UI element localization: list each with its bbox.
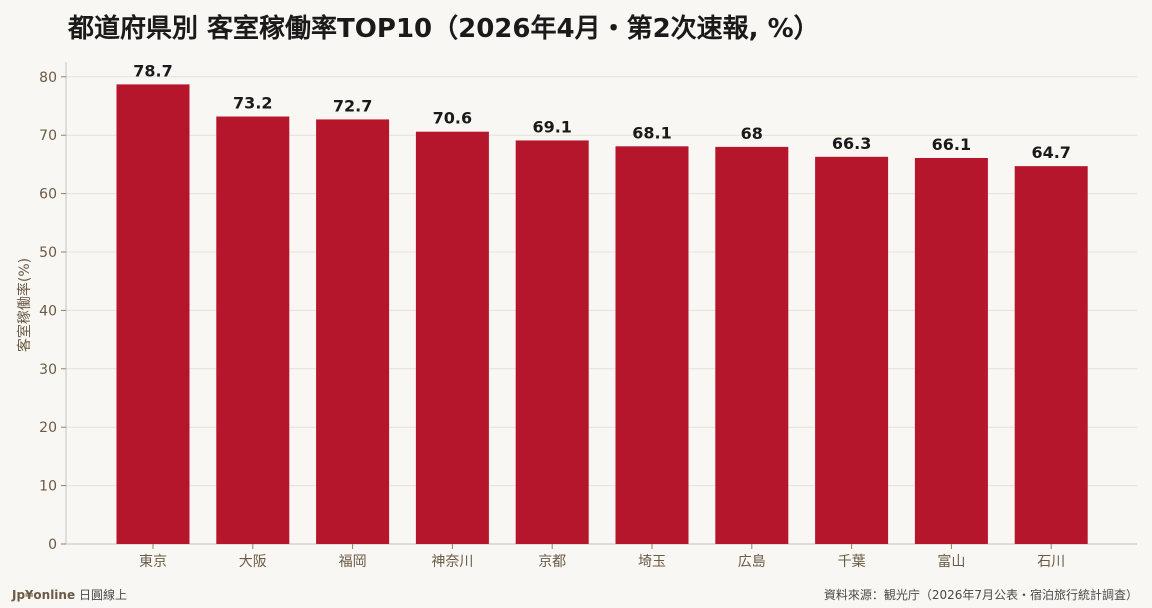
bar <box>815 156 889 545</box>
x-tick-label: 富山 <box>937 553 965 570</box>
x-tick-label: 石川 <box>1037 554 1065 570</box>
value-label: 68.1 <box>632 123 671 142</box>
y-tick-label: 20 <box>39 420 57 436</box>
chart-title: 都道府県別 客室稼働率TOP10（2026年4月・第2次速報, %） <box>68 14 820 44</box>
value-label: 69.1 <box>532 117 571 136</box>
value-label: 72.7 <box>333 96 372 115</box>
bar <box>615 146 689 544</box>
y-tick-label: 50 <box>39 245 57 261</box>
y-tick-label: 70 <box>39 128 57 144</box>
value-label: 64.7 <box>1031 143 1070 162</box>
x-tick-label: 千葉 <box>838 554 866 570</box>
x-tick-label: 東京 <box>139 554 167 570</box>
value-label: 66.3 <box>832 134 871 153</box>
bars <box>116 84 1088 545</box>
y-axis-label: 客室稼働率(%) <box>16 258 33 352</box>
x-tick-label: 福岡 <box>339 554 367 570</box>
brand-name: 日圓線上 <box>78 588 127 602</box>
brand-footer: Jp¥online 日圓線上 <box>12 586 127 603</box>
x-axis: 東京 大阪 福岡 神奈川 京都 埼玉 広島 千葉 富山 石川 <box>139 544 1065 570</box>
bar <box>715 146 789 544</box>
value-labels: 78.7 73.2 72.7 70.6 69.1 68.1 68 66.3 66.1 64.7 <box>133 61 1071 162</box>
value-label: 68 <box>741 124 763 143</box>
bar <box>1014 166 1088 545</box>
source-note: 資料來源：観光庁（2026年7月公表・宿泊旅行統計調査） <box>823 588 1138 602</box>
x-tick-label: 埼玉 <box>638 554 666 570</box>
y-tick-label: 30 <box>39 362 57 378</box>
y-tick-label: 10 <box>39 479 57 495</box>
value-label: 78.7 <box>133 61 172 80</box>
x-tick-label: 広島 <box>738 554 766 570</box>
value-label: 73.2 <box>233 94 272 113</box>
x-tick-label: 京都 <box>538 554 566 570</box>
x-tick-label: 神奈川 <box>431 554 473 570</box>
value-label: 70.6 <box>433 109 472 128</box>
y-tick-label: 60 <box>39 187 57 203</box>
bar <box>914 157 988 544</box>
bar <box>415 131 489 545</box>
bar <box>515 140 589 544</box>
value-label: 66.1 <box>932 135 971 154</box>
bar <box>216 116 290 545</box>
bar <box>316 119 390 544</box>
y-tick-label: 40 <box>39 303 57 319</box>
brand-logo: Jp¥online <box>12 588 76 602</box>
x-tick-label: 大阪 <box>239 554 267 570</box>
y-tick-label: 80 <box>39 70 57 86</box>
bar <box>116 84 190 544</box>
y-tick-label: 0 <box>48 537 57 553</box>
